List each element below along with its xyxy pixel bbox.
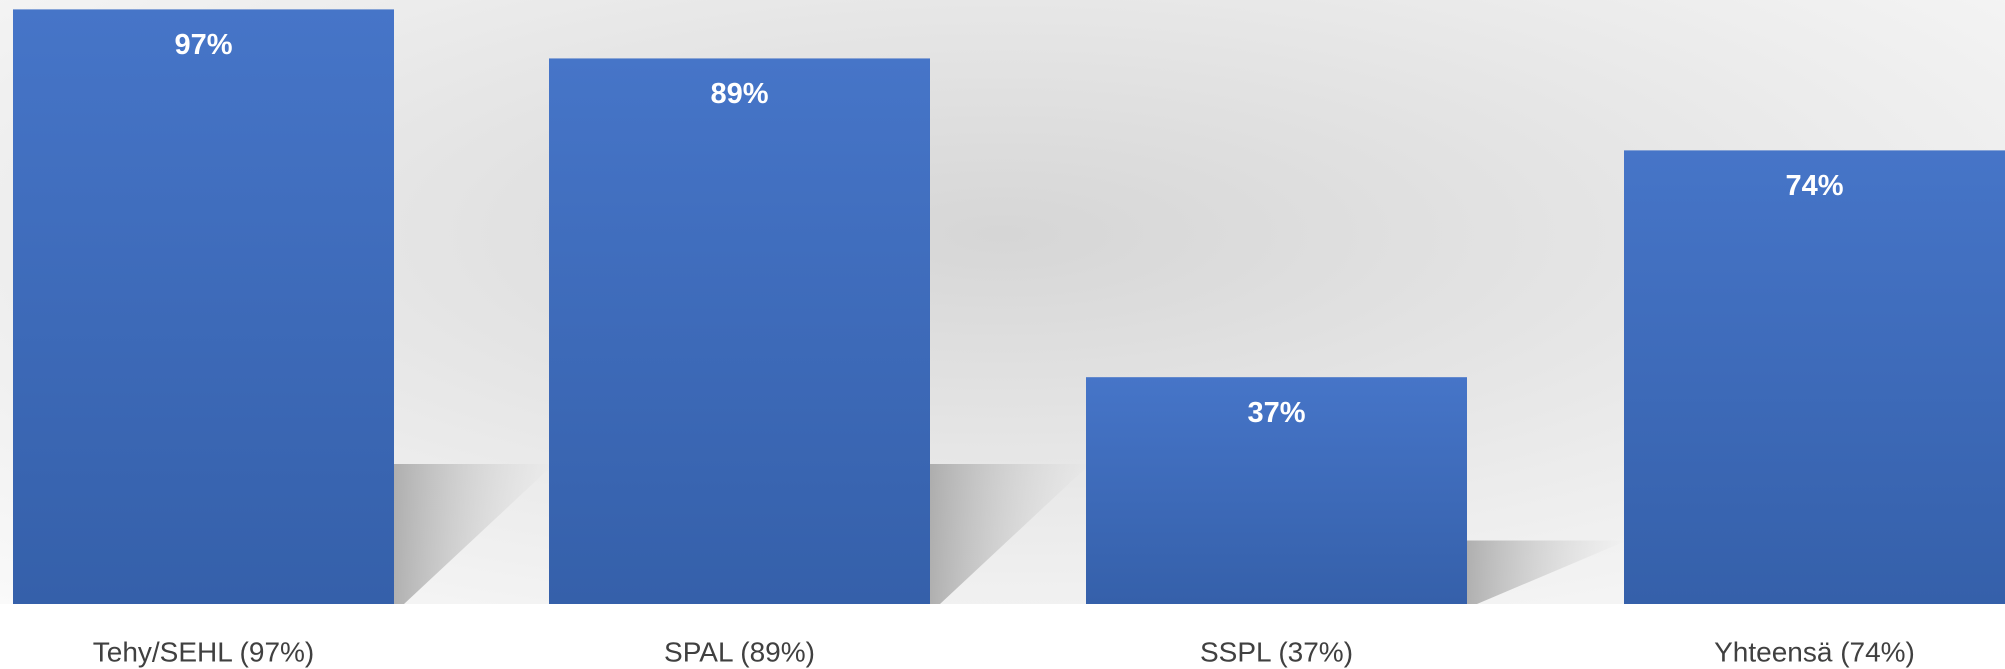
label-strip: [0, 604, 2005, 669]
bar: [1086, 377, 1467, 604]
x-tick-label: Yhteensä (74%): [1714, 636, 1915, 667]
value-label: 74%: [1785, 170, 1843, 202]
bar: [13, 9, 394, 604]
value-label: 37%: [1247, 397, 1305, 429]
x-tick-label: SSPL (37%): [1200, 636, 1353, 667]
shadow: [930, 464, 1090, 604]
bar: [549, 58, 930, 605]
value-label: 97%: [174, 29, 232, 61]
value-label: 89%: [710, 78, 768, 110]
bar: [1624, 150, 2005, 604]
shadow: [394, 464, 554, 604]
x-tick-label: SPAL (89%): [664, 636, 815, 667]
x-tick-label: Tehy/SEHL (97%): [93, 636, 315, 667]
shadow: [1467, 540, 1627, 604]
